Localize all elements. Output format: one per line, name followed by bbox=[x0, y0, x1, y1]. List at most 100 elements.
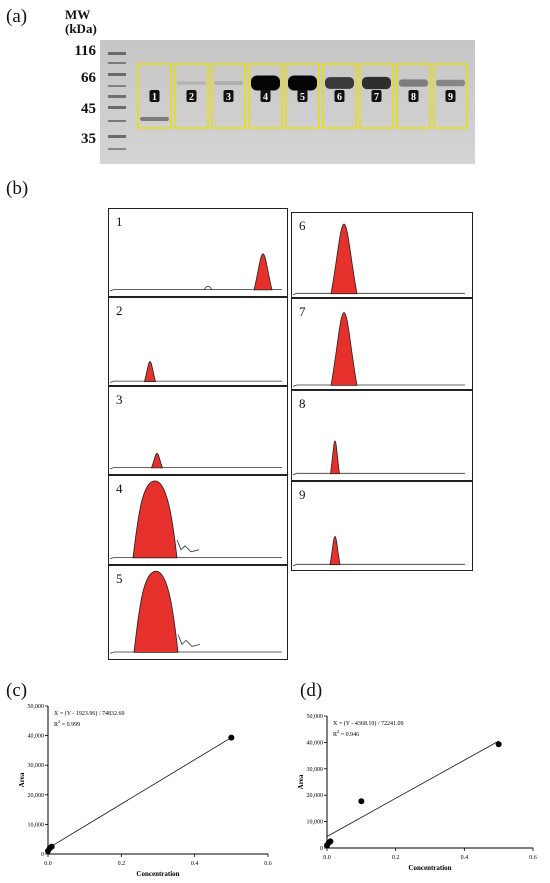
trace-number: 4 bbox=[116, 481, 123, 496]
lane-number-tag bbox=[408, 90, 419, 102]
r-squared: R2 = 0.999 bbox=[54, 719, 80, 728]
y-tick-label: 0 bbox=[41, 852, 44, 858]
band-66kda bbox=[436, 79, 465, 87]
y-tick-label: 20,000 bbox=[307, 793, 324, 799]
y-tick-label: 50,000 bbox=[28, 704, 45, 710]
calibration-chart-d: 0 10,000 20,000 30,000 40,000 50,000 0.0 0.2 0.4… bbox=[297, 714, 537, 872]
lane-number-tag bbox=[260, 90, 271, 102]
x-axis-label: Concentration bbox=[408, 864, 451, 872]
band-66kda bbox=[214, 81, 243, 85]
gel-image: 1 2 3 4 5 6 7 8 9 bbox=[100, 40, 475, 164]
trace-number: 7 bbox=[299, 304, 306, 319]
trace-baseline bbox=[109, 289, 282, 292]
data-point bbox=[48, 843, 55, 850]
lane-number: 6 bbox=[337, 92, 342, 103]
x-tick-label: 0.6 bbox=[529, 855, 537, 861]
panel-a-label: (a) bbox=[6, 6, 28, 27]
densitometry-trace-7: 7 bbox=[291, 298, 473, 390]
gel-lane-4: 4 bbox=[248, 63, 283, 129]
trace-number: 6 bbox=[299, 218, 306, 233]
lane-number: 2 bbox=[189, 92, 194, 103]
gel-lane-7: 7 bbox=[359, 63, 394, 129]
gel-lane-6: 6 bbox=[322, 63, 357, 129]
gel-lane-3: 3 bbox=[211, 63, 246, 129]
peak-area bbox=[330, 223, 358, 295]
densitometry-trace-5: 5 bbox=[108, 565, 288, 660]
lane-number-tag bbox=[186, 90, 197, 102]
trace-frame bbox=[108, 297, 288, 386]
trace-frame bbox=[108, 386, 288, 475]
gel-lane-2: 2 bbox=[174, 63, 209, 129]
lane-box bbox=[285, 63, 320, 129]
trace-frame bbox=[291, 212, 473, 298]
shoulder-peak bbox=[176, 539, 200, 553]
gel-lane-8: 8 bbox=[396, 63, 431, 129]
shoulder-peak bbox=[177, 634, 201, 647]
lane-number: 1 bbox=[152, 92, 157, 103]
y-axis-label: Area bbox=[297, 774, 305, 789]
densitometry-trace-2: 2 bbox=[108, 297, 288, 386]
y-tick-label: 10,000 bbox=[307, 820, 324, 826]
y-tick-label: 50,000 bbox=[307, 714, 324, 720]
lane-number-tag bbox=[371, 90, 382, 102]
trace-baseline bbox=[292, 292, 465, 296]
mw-title: MW bbox=[65, 7, 91, 22]
fit-equation: X = (Y - 4368.19) / 72241.09 bbox=[333, 720, 404, 727]
trace-frame bbox=[291, 298, 473, 390]
band-66kda bbox=[251, 75, 280, 91]
band-66kda bbox=[399, 79, 428, 87]
marker-35: 35 bbox=[81, 131, 96, 147]
trace-frame bbox=[291, 481, 473, 571]
mw-unit: (kDa) bbox=[65, 21, 97, 36]
x-tick-label: 0.4 bbox=[461, 855, 469, 861]
densitometry-trace-1: 1 bbox=[108, 208, 288, 297]
trace-number: 5 bbox=[116, 571, 123, 586]
trace-number: 2 bbox=[116, 303, 123, 318]
panel-d-label: (d) bbox=[300, 680, 323, 701]
lane-box bbox=[174, 63, 209, 129]
lane-number: 9 bbox=[448, 92, 453, 103]
lane-number: 7 bbox=[374, 92, 379, 103]
band-66kda bbox=[325, 77, 354, 89]
band-66kda bbox=[362, 76, 391, 90]
lane-number-tag bbox=[334, 90, 345, 102]
peak-area bbox=[132, 480, 178, 559]
y-tick-label: 20,000 bbox=[28, 793, 45, 799]
lane-box bbox=[211, 63, 246, 129]
gel-lane-1: 1 bbox=[137, 63, 172, 129]
lane-box bbox=[322, 63, 357, 129]
band-66kda bbox=[177, 81, 206, 85]
minor-peak bbox=[203, 285, 213, 291]
x-tick-label: 0.0 bbox=[323, 855, 331, 861]
trace-baseline bbox=[292, 384, 465, 387]
lane-box bbox=[359, 63, 394, 129]
x-tick-label: 0.0 bbox=[44, 861, 52, 867]
panel-b-label: (b) bbox=[6, 178, 29, 199]
lane-number-tag bbox=[223, 90, 234, 102]
peak-area bbox=[133, 570, 179, 653]
marker-66: 66 bbox=[81, 70, 96, 86]
densitometry-trace-6: 6 bbox=[291, 212, 473, 298]
trace-frame bbox=[291, 390, 473, 481]
trace-number: 3 bbox=[116, 392, 123, 407]
fit-line bbox=[326, 740, 499, 837]
band-40kda bbox=[140, 117, 169, 121]
lane-number: 4 bbox=[263, 92, 268, 103]
peak-area bbox=[253, 253, 273, 291]
lane-box bbox=[396, 63, 431, 129]
trace-baseline bbox=[292, 472, 465, 476]
marker-45: 45 bbox=[81, 101, 96, 117]
r-squared: R2 = 0.946 bbox=[333, 729, 359, 738]
ladder-lane bbox=[108, 52, 126, 150]
x-tick-label: 0.2 bbox=[118, 861, 126, 867]
peak-area bbox=[143, 361, 157, 382]
lane-box bbox=[137, 63, 172, 129]
lane-box bbox=[248, 63, 283, 129]
trace-number: 1 bbox=[116, 214, 123, 229]
panel-c-label: (c) bbox=[6, 680, 28, 701]
y-tick-label: 40,000 bbox=[307, 740, 324, 746]
data-point bbox=[358, 798, 365, 805]
gel-lane-5: 5 bbox=[285, 63, 320, 129]
densitometry-panel: 1 2 3 4 5 6 7 8 9 bbox=[108, 208, 473, 660]
lane-number-tag bbox=[297, 90, 308, 102]
